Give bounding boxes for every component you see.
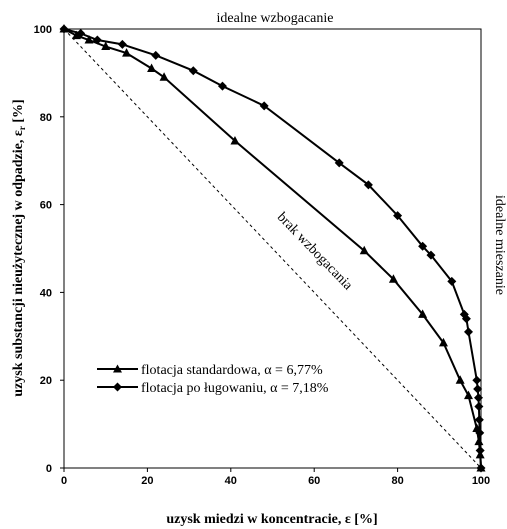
legend-label-standard: flotacja standardowa, α = 6,77% — [141, 363, 323, 378]
x-axis-title: uzysk miedzi w koncentracie, ε [%] — [166, 512, 377, 527]
data-point-series-1 — [359, 245, 369, 255]
data-point-series-1 — [72, 30, 82, 40]
data-point-series-1 — [418, 309, 428, 318]
data-point-series-1 — [122, 48, 132, 57]
y-tick-label: 100 — [34, 24, 52, 36]
data-point-series-2 — [475, 428, 485, 438]
data-point-series-2 — [426, 250, 436, 260]
data-point-series-2 — [393, 211, 403, 221]
y-tick-label: 20 — [40, 375, 52, 387]
data-point-series-1 — [84, 34, 94, 44]
data-point-series-1 — [388, 274, 398, 283]
y-tick-label: 80 — [40, 112, 52, 124]
y-tick-label: 0 — [46, 463, 52, 475]
data-point-series-2 — [59, 24, 69, 34]
y-axis-title: uzysk substancji nieużytecznej w odpadzi… — [11, 99, 27, 396]
data-point-series-2 — [461, 314, 471, 324]
data-point-series-1 — [147, 63, 157, 73]
data-point-series-2 — [476, 463, 486, 473]
data-point-series-2 — [188, 66, 198, 76]
data-point-series-1 — [455, 375, 465, 384]
data-point-series-2 — [117, 39, 127, 49]
data-point-series-2 — [473, 384, 483, 394]
data-point-series-2 — [76, 28, 86, 38]
no-enrichment-reference-line — [63, 28, 482, 469]
data-point-series-2 — [463, 327, 473, 337]
legend-marker-triangle — [113, 364, 122, 373]
legend-label-leaching: flotacja po ługowaniu, α = 7,18% — [141, 381, 329, 396]
legend: flotacja standardowa, α = 6,77% flotacja… — [97, 363, 329, 396]
x-tick-label: 80 — [391, 475, 403, 487]
y-tick-label: 40 — [40, 287, 52, 299]
legend-marker-diamond — [113, 382, 122, 392]
y-tick-label: 60 — [40, 200, 52, 212]
data-point-series-2 — [418, 241, 428, 251]
y-axis-title-subscript: r — [17, 126, 27, 130]
x-tick-label: 0 — [61, 475, 67, 487]
annotation-no-enrichment: brak wzbogacania — [274, 210, 356, 294]
data-point-series-1 — [230, 135, 240, 145]
data-point-series-2 — [475, 445, 485, 455]
data-point-series-2 — [334, 158, 344, 168]
data-point-series-2 — [447, 276, 457, 286]
data-point-series-2 — [473, 393, 483, 403]
y-axis-title-unit: [%] — [11, 99, 26, 126]
series-layer — [59, 24, 486, 473]
data-point-series-2 — [151, 50, 161, 60]
data-point-series-2 — [92, 35, 102, 45]
data-point-series-1 — [159, 72, 169, 81]
axis-ticks: 0 20 40 60 80 100 0 20 40 60 80 100 — [34, 24, 491, 487]
data-point-series-2 — [217, 81, 227, 91]
data-point-series-2 — [472, 375, 482, 385]
plot-area-frame — [63, 28, 482, 469]
data-point-series-2 — [259, 101, 269, 111]
x-tick-label: 100 — [472, 475, 490, 487]
annotation-ideal-enrichment: idealne wzbogacanie — [217, 11, 334, 26]
data-point-series-1 — [463, 390, 473, 400]
x-tick-label: 20 — [141, 475, 153, 487]
annotation-ideal-mixing: idealne mieszanie — [492, 195, 507, 295]
y-axis-title-main: uzysk substancji nieużytecznej w odpadzi… — [11, 130, 26, 397]
data-point-series-1 — [474, 436, 484, 446]
data-point-series-2 — [474, 402, 484, 412]
data-point-series-2 — [474, 415, 484, 425]
x-tick-label: 60 — [308, 475, 320, 487]
x-tick-label: 40 — [225, 475, 237, 487]
data-point-series-2 — [363, 180, 373, 190]
data-point-series-1 — [438, 337, 448, 347]
data-point-series-1 — [101, 41, 111, 51]
